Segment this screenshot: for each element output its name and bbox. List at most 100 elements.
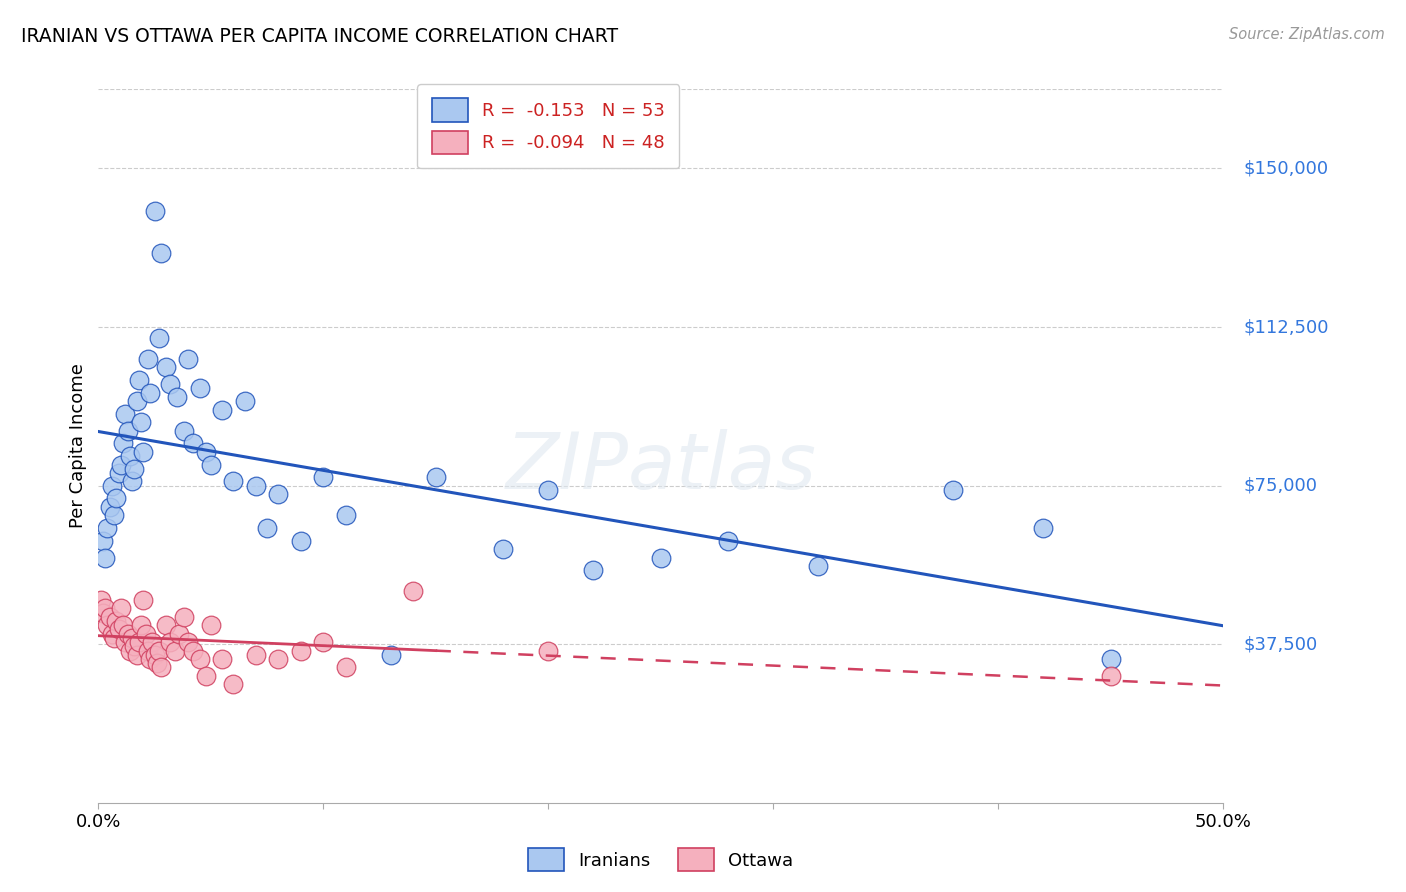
Point [124,461,146,475]
Point [173,609,195,624]
Point [129,618,152,632]
Point [103,631,125,645]
Point [121,475,143,489]
Point [267,487,290,501]
Point [312,635,335,649]
Point [90,592,112,607]
Point [143,648,166,662]
Point [128,635,150,649]
Point [181,643,204,657]
Point [245,648,267,662]
Point [717,533,740,548]
Point [139,385,162,400]
Point [177,351,200,366]
Text: $150,000: $150,000 [1243,160,1329,178]
Point [124,640,146,654]
Point [146,657,169,671]
Point [159,377,181,392]
Point [1099,652,1122,666]
Point [173,424,195,438]
Y-axis label: Per Capita Income: Per Capita Income [69,364,87,528]
Point [98,609,121,624]
Point [335,508,357,523]
Point [211,652,233,666]
Text: $112,500: $112,500 [1243,318,1329,336]
Point [188,652,211,666]
Point [135,626,157,640]
Point [150,660,173,674]
Point [132,592,155,607]
Point [537,643,560,657]
Point [139,652,162,666]
Point [114,635,136,649]
Point [96,618,118,632]
Point [118,643,141,657]
Point [582,563,605,577]
Point [290,643,312,657]
Point [155,360,177,375]
Point [256,521,278,535]
Point [125,394,148,409]
Point [94,550,117,565]
Point [267,652,290,666]
Point [312,470,335,484]
Point [233,394,256,409]
Point [136,643,159,657]
Point [125,648,148,662]
Point [114,407,136,421]
Point [110,458,132,472]
Point [105,491,128,506]
Point [98,500,121,514]
Point [91,533,114,548]
Point [169,626,191,640]
Point [101,626,124,640]
Point [121,631,143,645]
Point [107,466,129,480]
Point [103,508,125,523]
Text: Source: ZipAtlas.com: Source: ZipAtlas.com [1229,27,1385,42]
Point [1032,521,1054,535]
Point [159,635,181,649]
Legend: Iranians, Ottawa: Iranians, Ottawa [520,841,801,879]
Point [807,559,830,574]
Point [118,449,141,463]
Point [290,533,312,548]
Point [150,246,173,260]
Point [163,643,186,657]
Point [402,584,425,599]
Point [132,445,155,459]
Point [112,436,135,450]
Point [195,669,218,683]
Point [200,618,222,632]
Point [155,618,177,632]
Text: IRANIAN VS OTTAWA PER CAPITA INCOME CORRELATION CHART: IRANIAN VS OTTAWA PER CAPITA INCOME CORR… [21,27,619,45]
Point [117,424,139,438]
Point [200,458,222,472]
Point [181,436,204,450]
Point [380,648,402,662]
Point [211,402,233,417]
Point [112,618,135,632]
Point [166,390,188,404]
Point [222,475,245,489]
Point [107,623,129,637]
Text: $75,000: $75,000 [1243,476,1317,495]
Point [177,635,200,649]
Point [129,415,152,429]
Legend: R =  -0.153   N = 53, R =  -0.094   N = 48: R = -0.153 N = 53, R = -0.094 N = 48 [418,84,679,169]
Point [128,373,150,387]
Text: ZIPatlas: ZIPatlas [505,429,817,506]
Point [335,660,357,674]
Point [117,626,139,640]
Point [148,331,170,345]
Point [942,483,965,497]
Point [143,203,166,218]
Point [148,643,170,657]
Point [101,478,124,492]
Point [222,677,245,691]
Point [136,351,159,366]
Point [141,635,163,649]
Point [96,521,118,535]
Point [195,445,218,459]
Point [105,614,128,628]
